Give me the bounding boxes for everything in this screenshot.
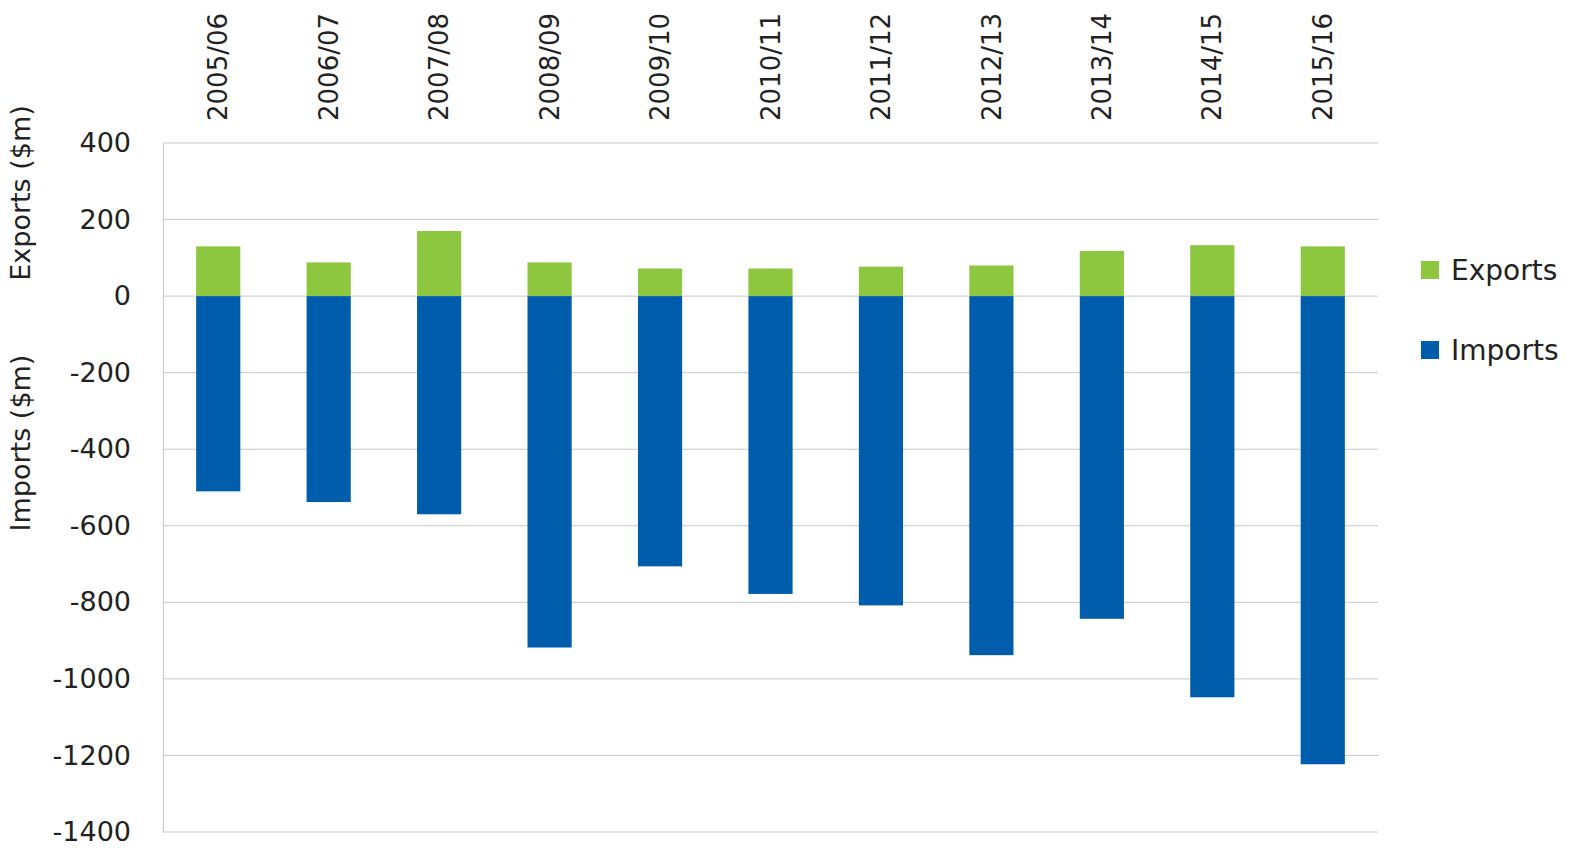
grid-line (163, 755, 1378, 756)
grid-line (163, 219, 1378, 220)
bar (1190, 245, 1234, 296)
bar (1080, 296, 1124, 619)
y-tick: 0 (114, 280, 163, 311)
y-tick-label: -400 (70, 433, 131, 464)
bar (638, 269, 682, 297)
x-tick: 2012/13 (977, 13, 1007, 121)
x-tick-label: 2013/14 (1087, 13, 1117, 121)
x-tick: 2009/10 (645, 13, 675, 121)
y-tick: -1200 (53, 740, 163, 771)
y-tick-label: 200 (79, 204, 131, 235)
legend-item: Exports (1421, 254, 1557, 287)
bar (307, 262, 351, 296)
legend-swatch (1421, 341, 1439, 359)
bar (1301, 296, 1345, 764)
x-tick-label: 2011/12 (866, 13, 896, 121)
y-tick: -400 (70, 433, 163, 464)
grid (163, 143, 1378, 832)
y-tick-label: 400 (79, 127, 131, 158)
y-tick: -800 (70, 586, 163, 617)
bar (528, 262, 572, 296)
x-axis: 2005/06 2006/07 2007/08 2008/09 2009/10 2010/… (203, 13, 1338, 121)
y-tick-label: 0 (114, 280, 131, 311)
series-bars (196, 296, 1345, 764)
chart: -1400 -1200 -1000 -800 -600 -400 -200 0 200 400 20… (0, 0, 1595, 861)
y-tick: -600 (70, 510, 163, 541)
y-tick: 400 (79, 127, 163, 158)
x-tick-label: 2005/06 (203, 13, 233, 121)
x-tick-label: 2008/09 (535, 13, 565, 121)
y-tick-label: -200 (70, 357, 131, 388)
legend-item: Imports (1421, 334, 1559, 367)
bar (307, 296, 351, 502)
x-tick: 2006/07 (314, 13, 344, 121)
x-tick: 2015/16 (1308, 13, 1338, 121)
x-tick: 2013/14 (1087, 13, 1117, 121)
bar (638, 296, 682, 566)
x-tick-label: 2015/16 (1308, 13, 1338, 121)
x-tick: 2010/11 (756, 13, 786, 121)
y-tick-label: -1400 (53, 816, 131, 847)
bar (859, 267, 903, 296)
bar (1080, 251, 1124, 296)
bar (859, 296, 903, 605)
bar (528, 296, 572, 647)
grid-line (163, 832, 1378, 833)
y-axis-line (163, 144, 164, 833)
legend-label: Imports (1451, 334, 1559, 367)
x-tick: 2008/09 (535, 13, 565, 121)
bar (748, 296, 792, 594)
bar (969, 296, 1013, 655)
bar (1190, 296, 1234, 697)
y-axis-title: Imports ($m) (5, 355, 36, 532)
x-tick-label: 2012/13 (977, 13, 1007, 121)
legend: Exports Imports (1421, 254, 1559, 367)
y-tick-label: -1000 (53, 663, 131, 694)
y-tick: -1400 (53, 816, 163, 847)
x-tick: 2005/06 (203, 13, 233, 121)
y-tick-label: -1200 (53, 740, 131, 771)
y-tick: -1000 (53, 663, 163, 694)
bar (748, 269, 792, 297)
bar (196, 246, 240, 296)
legend-swatch (1421, 261, 1439, 279)
y-tick-label: -600 (70, 510, 131, 541)
y-tick-label: -800 (70, 586, 131, 617)
bar (1301, 246, 1345, 296)
grid-line (163, 143, 1378, 144)
bar (196, 296, 240, 491)
x-tick-label: 2010/11 (756, 13, 786, 121)
y-tick: 200 (79, 204, 163, 235)
series-bars (196, 231, 1345, 296)
x-tick-label: 2007/08 (424, 13, 454, 121)
x-tick-label: 2014/15 (1197, 13, 1227, 121)
x-tick: 2014/15 (1197, 13, 1227, 121)
x-tick-label: 2009/10 (645, 13, 675, 121)
y-tick: -200 (70, 357, 163, 388)
bar (969, 265, 1013, 296)
y-axis-title: Exports ($m) (5, 105, 36, 281)
x-tick: 2007/08 (424, 13, 454, 121)
y-axis: -1400 -1200 -1000 -800 -600 -400 -200 0 200 400 (53, 127, 164, 847)
x-tick-label: 2006/07 (314, 13, 344, 121)
legend-label: Exports (1451, 254, 1557, 287)
bars (196, 231, 1345, 764)
plot: -1400 -1200 -1000 -800 -600 -400 -200 0 200 400 20… (53, 13, 1378, 847)
bar (417, 296, 461, 514)
bar (417, 231, 461, 296)
x-tick: 2011/12 (866, 13, 896, 121)
